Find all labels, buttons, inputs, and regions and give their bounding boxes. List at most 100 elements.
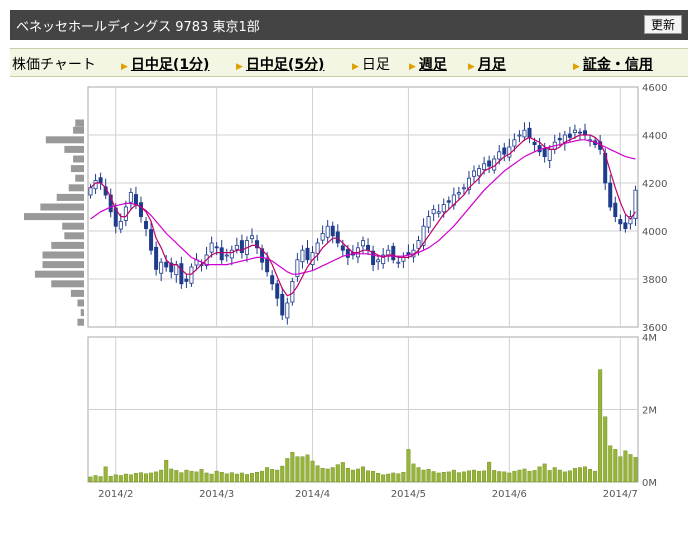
candle	[466, 171, 471, 195]
x-tick-label: 2014/6	[492, 489, 527, 500]
price-tick-label: 4000	[642, 227, 667, 238]
volume-bar	[583, 466, 588, 483]
candle-body	[446, 200, 451, 203]
price-tick-label: 4600	[642, 83, 667, 94]
price-profile-bar	[75, 174, 84, 182]
price-profile-bar	[42, 261, 84, 269]
candle-body	[441, 204, 446, 213]
candle	[169, 257, 174, 279]
price-profile-bar	[68, 184, 84, 192]
volume-bar	[461, 471, 466, 483]
candle-body	[149, 229, 154, 251]
price-profile-bar	[73, 155, 84, 163]
volume-bar	[502, 471, 507, 483]
candle	[472, 165, 477, 183]
volume-bar	[577, 467, 582, 483]
volume-tick-label: 2M	[642, 406, 657, 417]
nav-weekly[interactable]: ▶ 週足	[409, 54, 447, 74]
price-tick-label: 3800	[642, 275, 667, 286]
volume-bar	[189, 470, 194, 483]
nav-intraday-5min[interactable]: ▶ 日中足(5分)	[236, 54, 324, 74]
candle-body	[285, 302, 290, 319]
volume-bar	[381, 474, 386, 483]
candle-body	[628, 216, 633, 225]
candle	[128, 188, 133, 210]
candle-body	[547, 149, 552, 161]
volume-bar	[224, 473, 229, 483]
candle-body	[567, 133, 572, 138]
nav-margin[interactable]: ▶ 証金・信用	[573, 54, 653, 74]
price-profile-bar	[77, 299, 84, 307]
candle-body	[219, 247, 224, 261]
candle-body	[386, 249, 391, 256]
candle-body	[572, 129, 577, 134]
volume-bar	[355, 468, 360, 483]
candle-body	[366, 244, 371, 251]
candle	[391, 242, 396, 264]
candle	[371, 245, 376, 272]
candle	[154, 241, 159, 276]
volume-bar	[159, 469, 164, 483]
candle-body	[224, 254, 229, 257]
candle-body	[270, 275, 275, 285]
candle-body	[154, 246, 159, 270]
volume-bar	[451, 469, 456, 483]
volume-bar	[300, 456, 305, 483]
volume-bar	[249, 473, 254, 483]
volume-bar	[255, 472, 260, 483]
candle-body	[487, 160, 492, 167]
volume-bar	[154, 471, 159, 483]
x-tick-label: 2014/2	[98, 489, 133, 500]
candle-body	[325, 225, 330, 238]
arrow-right-icon: ▶	[573, 62, 580, 72]
volume-bar	[199, 469, 204, 483]
volume-bar	[244, 474, 249, 483]
volume-bar	[340, 462, 345, 483]
volume-bar	[149, 472, 154, 483]
candle	[628, 210, 633, 230]
volume-bar	[260, 470, 265, 483]
candle	[219, 239, 224, 264]
nav-daily-label: 日足	[361, 57, 390, 73]
volume-bar	[552, 467, 557, 483]
candle-body	[360, 240, 365, 247]
price-profile-bar	[62, 222, 84, 230]
price-profile-bar	[45, 136, 84, 144]
candle	[335, 224, 340, 248]
nav-intraday-1min[interactable]: ▶ 日中足(1分)	[121, 54, 209, 74]
candle-body	[98, 177, 103, 184]
candle-body	[512, 139, 517, 147]
candle	[280, 287, 285, 321]
volume-bar	[411, 463, 416, 483]
volume-bar	[613, 449, 618, 483]
candle	[320, 225, 325, 245]
candle	[239, 234, 244, 259]
candle	[381, 248, 386, 269]
candle	[285, 297, 290, 325]
candle-body	[275, 283, 280, 299]
volume-bar	[603, 416, 608, 483]
candle-body	[260, 248, 265, 263]
candle-body	[249, 235, 254, 240]
candle-body	[527, 127, 532, 138]
nav-weekly-label: 週足	[418, 57, 447, 73]
nav-intraday-5min-label: 日中足(5分)	[245, 57, 325, 73]
candle-body	[472, 170, 477, 177]
candle-body	[169, 262, 174, 273]
moving-average-short-line	[90, 134, 636, 297]
candle-body	[371, 250, 376, 266]
volume-bar	[507, 472, 512, 483]
candle-body	[608, 182, 613, 208]
candle-body	[477, 168, 482, 177]
volume-bar	[133, 473, 138, 483]
candle	[360, 236, 365, 254]
candle	[522, 122, 527, 141]
candle-body	[542, 148, 547, 157]
refresh-button[interactable]: 更新	[643, 15, 682, 34]
volume-bar	[209, 473, 214, 483]
candle	[255, 234, 260, 255]
candle-body	[532, 141, 537, 145]
moving-average-long-line	[90, 139, 636, 275]
nav-monthly[interactable]: ▶ 月足	[468, 54, 506, 74]
candle	[315, 238, 320, 261]
